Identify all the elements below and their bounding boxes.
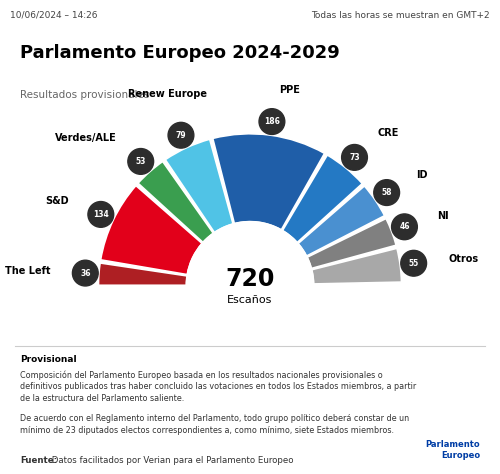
- Text: Escaños: Escaños: [228, 295, 272, 305]
- Wedge shape: [98, 263, 187, 285]
- Text: Verdes/ALE: Verdes/ALE: [55, 133, 116, 143]
- Circle shape: [128, 148, 154, 174]
- Circle shape: [342, 145, 367, 170]
- Text: 46: 46: [399, 222, 409, 231]
- Text: Fuente:: Fuente:: [20, 456, 57, 465]
- Text: ID: ID: [416, 170, 428, 180]
- Text: 58: 58: [382, 188, 392, 197]
- Wedge shape: [312, 248, 402, 284]
- Wedge shape: [166, 139, 233, 233]
- Text: 55: 55: [408, 259, 419, 268]
- Text: Datos facilitados por Verian para el Parlamento Europeo: Datos facilitados por Verian para el Par…: [49, 456, 294, 465]
- Wedge shape: [298, 186, 384, 256]
- Circle shape: [168, 122, 194, 148]
- Text: De acuerdo con el Reglamento interno del Parlamento, todo grupo político deberá : De acuerdo con el Reglamento interno del…: [20, 414, 409, 435]
- Text: 73: 73: [349, 153, 360, 162]
- Wedge shape: [100, 185, 202, 274]
- Text: PPE: PPE: [279, 85, 300, 95]
- Text: 186: 186: [264, 117, 280, 126]
- Text: 53: 53: [136, 157, 146, 166]
- Wedge shape: [138, 162, 214, 242]
- Text: Otros: Otros: [448, 254, 478, 264]
- Circle shape: [88, 201, 114, 228]
- Text: Renew Europe: Renew Europe: [128, 89, 207, 99]
- Text: 10/06/2024 – 14:26: 10/06/2024 – 14:26: [10, 11, 98, 20]
- Circle shape: [374, 180, 400, 205]
- Text: S&D: S&D: [46, 196, 69, 206]
- Circle shape: [401, 250, 426, 276]
- Circle shape: [259, 109, 285, 135]
- Circle shape: [186, 222, 314, 349]
- Text: Composición del Parlamento Europeo basada en los resultados nacionales provision: Composición del Parlamento Europeo basad…: [20, 370, 416, 403]
- Text: 134: 134: [93, 210, 108, 219]
- Text: Todas las horas se muestran en GMT+2: Todas las horas se muestran en GMT+2: [312, 11, 490, 20]
- Text: The Left: The Left: [5, 266, 51, 276]
- Text: Parlamento
Europeo: Parlamento Europeo: [426, 440, 480, 460]
- Circle shape: [72, 260, 98, 286]
- Wedge shape: [307, 219, 396, 268]
- Wedge shape: [213, 134, 324, 230]
- Text: Resultados provisionales: Resultados provisionales: [20, 90, 150, 100]
- Text: Parlamento Europeo 2024-2029: Parlamento Europeo 2024-2029: [20, 44, 340, 62]
- Text: 79: 79: [176, 131, 186, 140]
- Text: Provisional: Provisional: [20, 355, 76, 364]
- Circle shape: [392, 214, 417, 240]
- Text: 36: 36: [80, 269, 90, 278]
- Wedge shape: [282, 155, 362, 243]
- Text: CRE: CRE: [378, 128, 399, 138]
- Text: 720: 720: [226, 267, 274, 291]
- Text: NI: NI: [437, 210, 449, 220]
